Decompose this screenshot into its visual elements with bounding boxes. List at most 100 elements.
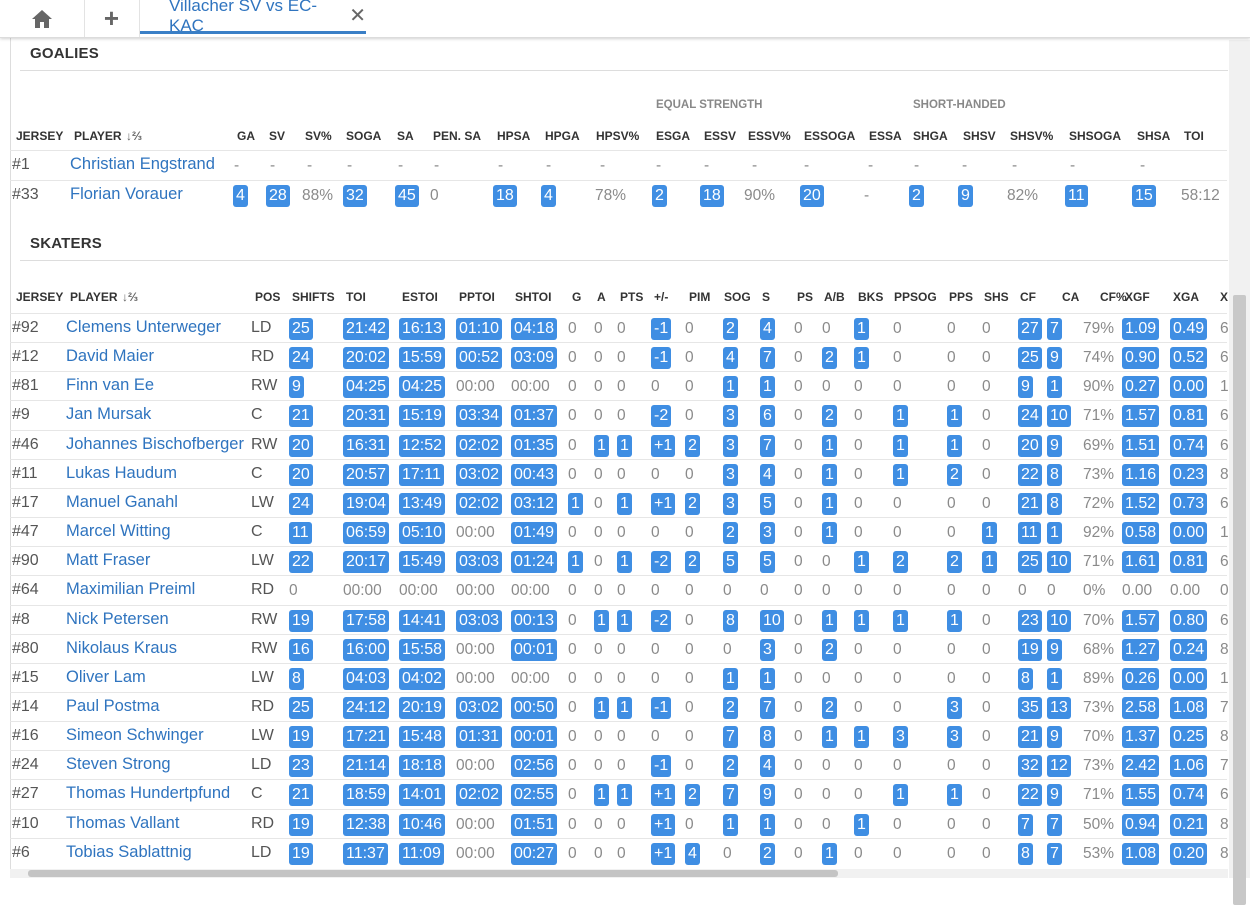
stat-value: 0	[822, 670, 831, 687]
horizontal-scrollbar[interactable]	[10, 869, 1228, 878]
stat-badge: 20	[1018, 435, 1042, 457]
stat-badge: 1.61	[1122, 551, 1160, 573]
stat-value: 0	[794, 612, 803, 629]
stat-value: 0	[568, 641, 577, 658]
stat-badge: 1.06	[1170, 755, 1208, 777]
horizontal-scroll-thumb[interactable]	[28, 870, 838, 877]
stat-badge: 0.49	[1170, 318, 1208, 340]
goalie-col-shsoga: SHSOGA	[1069, 129, 1122, 143]
stat-value: 0	[617, 670, 626, 687]
stat-badge: 2	[723, 697, 738, 719]
skater-name-link[interactable]: Thomas Vallant	[66, 814, 180, 832]
skater-name-link[interactable]: Tobias Sablattnig	[66, 843, 192, 861]
stat-value: 0	[893, 524, 902, 541]
skater-name-link[interactable]: Oliver Lam	[66, 668, 146, 686]
stat-badge: 1	[723, 376, 738, 398]
stat-badge: 01:31	[456, 726, 503, 748]
stat-badge: 12:52	[399, 435, 446, 457]
stat-badge: 1	[854, 610, 869, 632]
stat-value: 70%	[1083, 612, 1115, 629]
stat-value: 0	[982, 641, 991, 658]
stat-value: 0	[893, 378, 902, 395]
close-icon[interactable]: ✕	[349, 5, 366, 27]
stat-badge: 11	[1018, 522, 1041, 544]
stat-badge: 1.55	[1122, 784, 1160, 806]
stat-badge: 9	[760, 784, 775, 806]
skater-name-link[interactable]: Johannes Bischofberger	[66, 435, 244, 453]
skater-col-bks: BKS	[858, 290, 884, 304]
stat-badge: 1	[568, 551, 583, 573]
skater-name-link[interactable]: Nikolaus Kraus	[66, 639, 177, 657]
stat-badge: 02:02	[456, 435, 503, 457]
skater-name-link[interactable]: Lukas Haudum	[66, 464, 177, 482]
stat-badge: 7	[1047, 814, 1062, 836]
skater-name-link[interactable]: Manuel Ganahl	[66, 493, 178, 511]
stat-value: 73%	[1083, 757, 1115, 774]
skater-name-link[interactable]: Maximilian Preiml	[66, 580, 196, 598]
skater-name-link[interactable]: Steven Strong	[66, 755, 171, 773]
home-button[interactable]	[0, 0, 85, 37]
stat-value: 0	[651, 641, 660, 658]
goalie-col-shsa: SHSA	[1137, 129, 1171, 143]
stat-value: 84	[1220, 641, 1228, 658]
skater-name-link[interactable]: Paul Postma	[66, 697, 160, 715]
skater-name-link[interactable]: Nick Petersen	[66, 610, 169, 628]
skater-name-link[interactable]: Finn van Ee	[66, 376, 155, 394]
stat-value: 67	[1220, 553, 1228, 570]
stat-badge: 0.73	[1170, 493, 1208, 515]
skater-pos: LW	[251, 669, 274, 686]
stat-badge: 04:02	[399, 668, 446, 690]
stat-value: 0	[982, 582, 991, 599]
stat-value: -	[656, 157, 662, 174]
stat-badge: 2	[822, 347, 837, 369]
stat-badge: 21	[289, 784, 313, 806]
stat-value: 0	[893, 845, 902, 862]
sort-icon[interactable]: ↓⅔	[126, 129, 143, 143]
stat-badge: 9	[1047, 435, 1062, 457]
sort-icon[interactable]: ↓⅔	[122, 290, 139, 304]
skater-name-link[interactable]: Matt Fraser	[66, 551, 151, 569]
goalie-col-sa: SA	[397, 129, 414, 143]
add-tab-button[interactable]: +	[84, 0, 140, 37]
skater-name-link[interactable]: Clemens Unterweger	[66, 318, 221, 336]
stat-value: 00:00	[511, 582, 550, 599]
stat-value: 0	[651, 728, 660, 745]
stat-value: -	[704, 157, 710, 174]
stat-badge: 9	[1018, 376, 1033, 398]
stat-badge: 03:12	[511, 493, 558, 515]
stat-badge: 0.90	[1122, 347, 1160, 369]
stat-value: 0	[594, 757, 603, 774]
stat-badge: 00:01	[511, 726, 558, 748]
stat-badge: 21:14	[343, 755, 390, 777]
stat-badge: 32	[1018, 755, 1042, 777]
vertical-scrollbar[interactable]	[1229, 40, 1250, 905]
skater-name-link[interactable]: Thomas Hundertpfund	[66, 784, 231, 802]
skater-name-link[interactable]: Simeon Schwinger	[66, 726, 204, 744]
stat-badge: 1	[893, 464, 908, 486]
stat-badge: 3	[893, 726, 908, 748]
stat-badge: 8	[1047, 493, 1062, 515]
tab-villacher-vs-kac[interactable]: Villacher SV vs EC-KAC ✕	[140, 0, 366, 35]
stat-value: 0	[594, 816, 603, 833]
skater-col-player[interactable]: PLAYER	[70, 290, 118, 304]
goalie-col-player[interactable]: PLAYER	[74, 129, 122, 143]
stat-badge: 1	[568, 493, 583, 515]
skater-name-link[interactable]: Jan Mursak	[66, 405, 152, 423]
skater-col-cf: CF	[1020, 290, 1036, 304]
skater-name-link[interactable]: David Maier	[66, 347, 155, 365]
skater-name-link[interactable]: Marcel Witting	[66, 522, 171, 540]
stat-badge: 9	[1047, 784, 1062, 806]
skater-row-divider	[10, 488, 1227, 489]
stat-value: 0	[947, 495, 956, 512]
stat-value: 0	[568, 582, 577, 599]
goalie-name-link[interactable]: Florian Vorauer	[70, 185, 183, 203]
home-icon	[32, 9, 52, 28]
stat-value: 0	[854, 641, 863, 658]
stat-value: -	[752, 157, 758, 174]
skater-row-divider	[10, 663, 1227, 664]
skater-col-a-b: A/B	[824, 290, 845, 304]
vertical-scroll-thumb[interactable]	[1233, 295, 1246, 905]
stat-badge: 1	[723, 668, 738, 690]
skater-jersey: #9	[12, 406, 30, 423]
goalie-name-link[interactable]: Christian Engstrand	[70, 155, 215, 173]
